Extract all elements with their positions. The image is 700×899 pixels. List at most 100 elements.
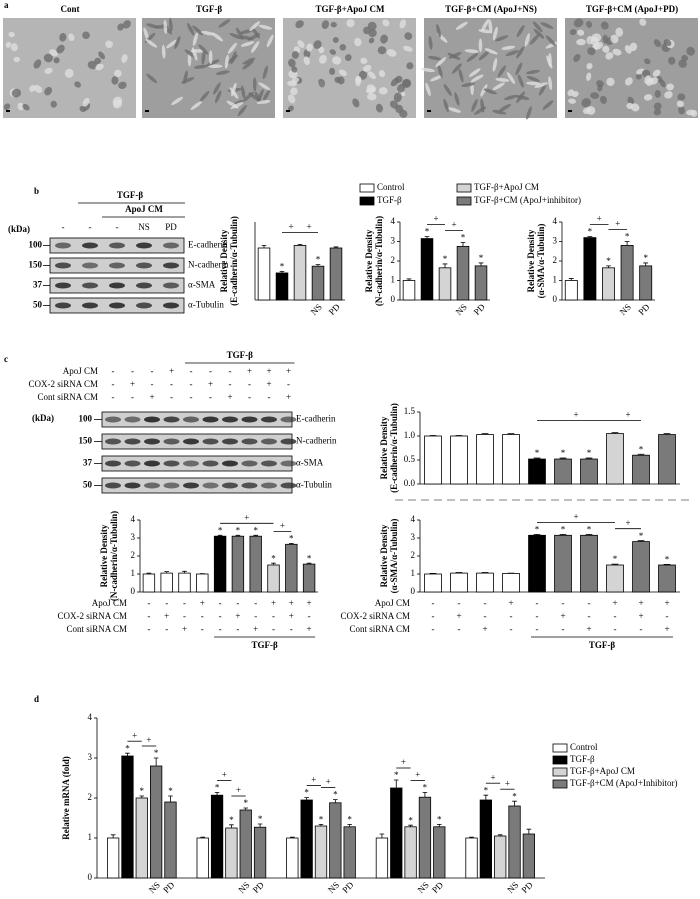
cell <box>488 19 493 34</box>
significance-star: * <box>408 815 413 825</box>
blot-band <box>261 416 277 423</box>
cell <box>646 77 654 86</box>
significance-star: * <box>333 790 338 800</box>
blot-band <box>183 438 199 445</box>
cell <box>573 18 584 28</box>
y-axis-label: Relative Density <box>364 229 374 292</box>
sign: + <box>200 598 205 608</box>
cell <box>146 73 158 84</box>
cell <box>329 49 337 55</box>
cell <box>166 39 178 49</box>
comparison-label: + <box>490 772 495 782</box>
significance-star: * <box>606 256 611 266</box>
error-bar <box>253 534 259 537</box>
cell <box>464 49 479 53</box>
blot-band <box>163 242 179 249</box>
cell <box>192 32 198 46</box>
cell <box>200 30 215 36</box>
comparison-label: + <box>597 214 602 224</box>
comparison-label: + <box>280 520 285 530</box>
y-tick-label: 1.0 <box>404 430 416 440</box>
sign: - <box>536 611 539 621</box>
error-bar <box>139 795 145 798</box>
sign: + <box>289 611 294 621</box>
cell <box>11 88 22 98</box>
bar <box>580 534 598 593</box>
sign: + <box>235 611 240 621</box>
cell <box>443 98 449 113</box>
blot-band <box>55 262 71 269</box>
y-tick-label: 1 <box>131 568 136 578</box>
cell <box>360 57 368 64</box>
sign: + <box>638 611 643 621</box>
scale-bar <box>286 110 290 112</box>
lane-label: NS <box>138 222 150 232</box>
cell <box>208 50 213 65</box>
cell <box>218 19 231 28</box>
blot-band <box>105 482 121 489</box>
cell <box>118 81 127 90</box>
panel-label: d <box>34 694 39 704</box>
cell <box>478 38 483 53</box>
cell <box>111 76 119 85</box>
error-bar <box>290 836 295 838</box>
cell <box>529 34 540 45</box>
sign: - <box>147 624 150 634</box>
cell <box>504 94 518 101</box>
blot-band <box>222 482 238 489</box>
error-bar <box>478 262 484 266</box>
significance-star: * <box>316 255 321 265</box>
error-bar <box>200 836 206 838</box>
blot-band <box>144 416 160 423</box>
significance-star: * <box>479 253 484 263</box>
cell <box>610 34 619 44</box>
bar <box>433 826 446 879</box>
cell <box>516 46 525 59</box>
cell <box>43 53 53 63</box>
error-bar <box>288 543 294 545</box>
significance-star: * <box>512 791 517 801</box>
bar <box>293 244 307 301</box>
cell <box>291 66 298 73</box>
y-tick-label: 2 <box>131 550 136 560</box>
cell <box>492 26 498 41</box>
bar <box>343 826 356 879</box>
cell <box>181 77 195 84</box>
cell <box>8 31 15 38</box>
cell <box>586 106 596 115</box>
error-bar <box>153 757 159 766</box>
cell <box>492 82 505 91</box>
significance-star: * <box>665 555 670 565</box>
cell <box>454 92 460 106</box>
legend-label: TGF-β+CM (ApoJ+inhibitor) <box>474 195 581 205</box>
cell <box>435 57 447 67</box>
significance-star: * <box>561 448 566 458</box>
cell <box>605 52 614 60</box>
y-tick-label: 4 <box>391 216 396 226</box>
cell <box>548 76 553 91</box>
cell <box>318 78 326 88</box>
bar <box>106 837 120 879</box>
cell <box>98 51 106 60</box>
cell <box>352 98 360 108</box>
sign: - <box>236 598 239 608</box>
cell <box>249 21 261 31</box>
legend-swatch <box>552 743 568 753</box>
cell <box>471 98 478 112</box>
bar <box>554 534 572 593</box>
blot-band <box>144 482 160 489</box>
cell <box>526 69 540 75</box>
bar <box>476 434 494 485</box>
cell <box>596 80 604 88</box>
cell <box>290 87 298 96</box>
sign: - <box>458 624 461 634</box>
cell <box>224 54 229 69</box>
cell <box>191 47 198 61</box>
blot-band <box>109 302 125 309</box>
blot-band <box>280 482 297 489</box>
blot-band <box>163 262 179 269</box>
cell <box>505 50 519 57</box>
sign: + <box>456 611 461 621</box>
x-tick-label: NS <box>618 302 633 317</box>
sign: - <box>147 598 150 608</box>
